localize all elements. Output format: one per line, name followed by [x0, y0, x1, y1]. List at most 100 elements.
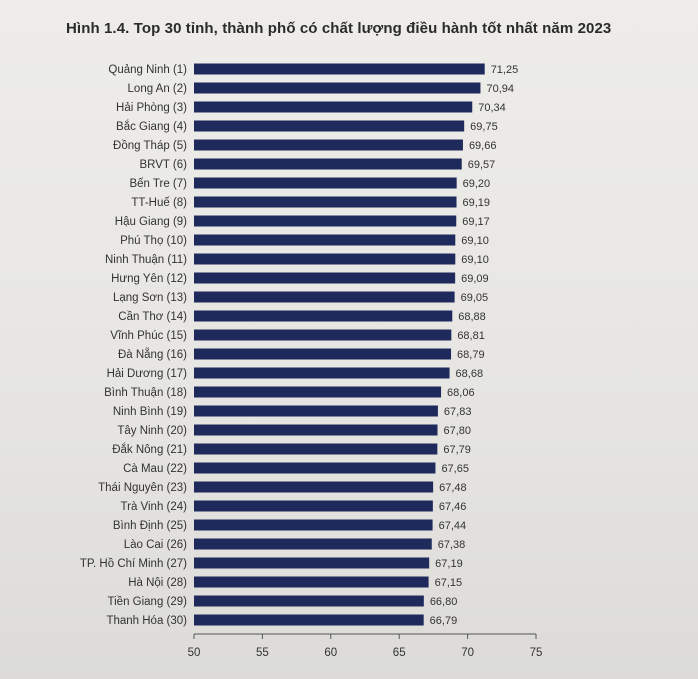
category-label: Đồng Tháp (5)	[113, 140, 187, 152]
bar	[194, 196, 457, 208]
bar	[194, 82, 481, 94]
value-label: 69,09	[461, 273, 489, 285]
chart-title: Hình 1.4. Top 30 tỉnh, thành phố có chất…	[66, 20, 612, 37]
category-label: Hưng Yên (12)	[111, 273, 187, 285]
value-label: 69,10	[461, 254, 489, 266]
category-label: Bến Tre (7)	[129, 178, 187, 190]
value-label: 69,05	[461, 292, 489, 304]
category-label: Tây Ninh (20)	[117, 425, 187, 437]
bar	[194, 557, 430, 569]
value-label: 67,48	[439, 482, 467, 494]
value-label: 69,20	[463, 178, 491, 190]
bar	[194, 120, 465, 132]
value-label: 69,19	[463, 197, 491, 209]
bar	[194, 215, 457, 227]
bar	[194, 177, 457, 189]
bar	[194, 538, 432, 550]
value-label: 68,88	[458, 311, 486, 323]
category-label: Hải Dương (17)	[107, 368, 188, 380]
value-labels: 71,25 70,94 70,34 69,75 69,66 69,57 69,20 69,19…	[430, 64, 519, 627]
value-label: 68,06	[447, 387, 475, 399]
value-label: 67,80	[444, 425, 472, 437]
bar	[194, 329, 452, 341]
category-label: Đà Nẵng (16)	[118, 348, 187, 361]
category-label: Bắc Giang (4)	[116, 120, 187, 133]
value-label: 67,46	[439, 501, 467, 513]
category-label: Lào Cai (26)	[124, 539, 187, 551]
category-label: Hà Nội (28)	[128, 577, 187, 589]
x-tick-label: 60	[324, 647, 337, 659]
bar	[194, 481, 434, 493]
category-label: Thái Nguyên (23)	[98, 482, 187, 494]
value-label: 68,68	[456, 368, 484, 380]
category-label: Tiền Giang (29)	[108, 596, 188, 608]
value-label: 67,44	[439, 520, 467, 532]
value-label: 69,17	[462, 216, 490, 228]
value-label: 66,80	[430, 596, 458, 608]
x-tick-label: 75	[530, 647, 543, 659]
category-label: Phú Thọ (10)	[120, 235, 187, 247]
category-label: Thanh Hóa (30)	[106, 615, 187, 627]
value-label: 68,81	[457, 330, 485, 342]
category-label: Lạng Sơn (13)	[113, 292, 187, 304]
category-label: Quảng Ninh (1)	[108, 64, 187, 76]
category-label: TT-Huế (8)	[131, 197, 187, 209]
bar	[194, 139, 463, 151]
bar	[194, 386, 442, 398]
bar	[194, 595, 424, 607]
value-label: 67,15	[435, 577, 463, 589]
value-label: 67,38	[438, 539, 466, 551]
value-label: 67,19	[435, 558, 463, 570]
value-label: 67,83	[444, 406, 472, 418]
bar	[194, 367, 450, 379]
value-label: 69,66	[469, 140, 497, 152]
category-label: Hải Phòng (3)	[116, 102, 187, 114]
bar	[194, 576, 429, 588]
category-label: Ninh Thuận (11)	[105, 254, 187, 266]
bar	[194, 462, 436, 474]
value-label: 71,25	[491, 64, 519, 76]
category-label: Long An (2)	[128, 83, 188, 95]
value-label: 70,34	[478, 102, 506, 114]
category-label: Ninh Bình (19)	[113, 406, 187, 418]
category-label: Cần Thơ (14)	[118, 311, 187, 323]
bar	[194, 519, 433, 531]
bar	[194, 405, 438, 417]
x-axis: 50 55 60 65 70 75	[188, 633, 543, 659]
category-label: BRVT (6)	[139, 159, 187, 171]
category-label: Hậu Giang (9)	[115, 216, 187, 228]
value-label: 69,10	[461, 235, 489, 247]
value-label: 67,65	[441, 463, 469, 475]
bar	[194, 272, 456, 284]
category-label: Cà Mau (22)	[123, 463, 187, 475]
x-tick-label: 65	[393, 647, 406, 659]
bar	[194, 500, 433, 512]
category-label: Vĩnh Phúc (15)	[110, 330, 187, 342]
bar	[194, 310, 453, 322]
bar	[194, 158, 462, 170]
bar	[194, 614, 424, 626]
bar	[194, 253, 456, 265]
value-label: 69,75	[470, 121, 498, 133]
bar	[194, 63, 485, 75]
bar	[194, 291, 455, 303]
category-labels: Quảng Ninh (1) Long An (2) Hải Phòng (3) Bắ…	[80, 64, 187, 627]
category-label: Bình Thuận (18)	[104, 387, 187, 399]
bar	[194, 348, 452, 360]
value-label: 66,79	[430, 615, 458, 627]
bar	[194, 443, 438, 455]
category-label: Đắk Nông (21)	[112, 443, 187, 456]
value-label: 70,94	[486, 83, 514, 95]
category-label: TP. Hồ Chí Minh (27)	[80, 558, 187, 570]
value-label: 68,79	[457, 349, 485, 361]
bar	[194, 234, 456, 246]
category-label: Trà Vinh (24)	[121, 501, 188, 513]
value-label: 67,79	[443, 444, 471, 456]
x-tick-label: 50	[188, 647, 201, 659]
bars-group	[194, 63, 485, 626]
bar	[194, 424, 438, 436]
x-tick-label: 55	[256, 647, 269, 659]
value-label: 69,57	[468, 159, 496, 171]
